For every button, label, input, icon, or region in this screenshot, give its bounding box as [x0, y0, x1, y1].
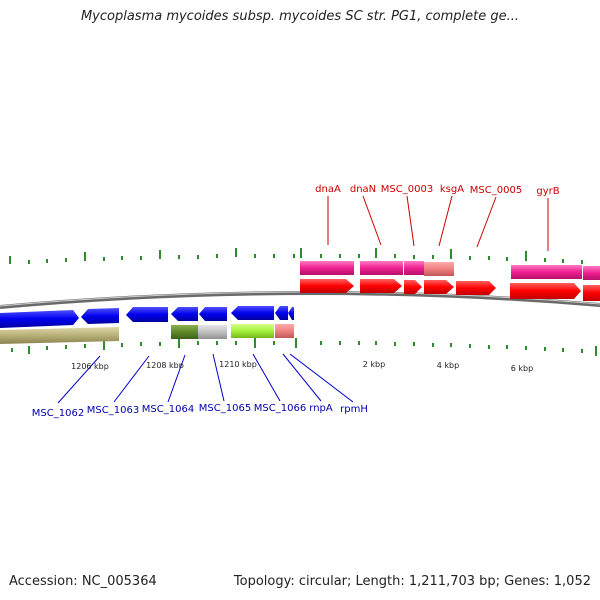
topology-text: Topology: circular; Length: 1,211,703 bp… [233, 574, 591, 589]
feature-bar [404, 261, 424, 275]
gene-label-rnpa: rnpA [309, 403, 333, 414]
gene-label-dnaN: dnaN [350, 184, 376, 195]
cds-arrow [171, 307, 198, 321]
forward-cds-arrows [300, 279, 600, 301]
upper-tick-row [9, 248, 583, 264]
top-gene-labels: dnaA dnaN MSC_0003 ksgA MSC_0005 gyrB [315, 184, 560, 251]
gene-label-msc-0005: MSC_0005 [470, 185, 522, 196]
lower-tick-row [11, 338, 597, 356]
feature-bar [583, 266, 600, 280]
cds-arrow [199, 307, 227, 321]
bottom-feature-bars [0, 324, 294, 344]
gene-label-msc-0003: MSC_0003 [381, 184, 433, 195]
scale-label-1208kbp: 1208 kbp [146, 361, 184, 370]
cds-arrow [583, 285, 600, 301]
feature-bar [231, 324, 274, 338]
cds-arrow [424, 280, 454, 294]
cds-arrow [0, 310, 79, 328]
cds-arrow [81, 308, 119, 324]
reverse-cds-arrows [0, 306, 294, 328]
gene-label-msc-1064: MSC_1064 [142, 404, 194, 415]
feature-bar [300, 261, 354, 275]
feature-bar [424, 262, 454, 276]
scale-label-1210kbp: 1210 kbp [219, 360, 257, 369]
cds-arrow [360, 279, 402, 293]
scale-label-1206kbp: 1206 kbp [71, 362, 109, 371]
feature-bar [275, 324, 294, 338]
gene-label-msc-1066: MSC_1066 [254, 403, 306, 414]
cds-arrow [510, 283, 581, 299]
gene-label-rpmh: rpmH [340, 404, 368, 415]
scale-label-4kbp: 4 kbp [437, 361, 459, 370]
cds-arrow [456, 281, 496, 295]
cds-arrow [126, 307, 168, 322]
cds-arrow [300, 279, 354, 293]
feature-bar [171, 325, 198, 339]
gene-label-ksga: ksgA [440, 184, 464, 195]
cds-arrow [231, 306, 274, 320]
gene-label-gyrb: gyrB [536, 186, 559, 197]
feature-bar [0, 327, 119, 344]
cds-arrow [275, 306, 288, 320]
feature-bar [511, 265, 582, 279]
bottom-gene-labels: MSC_1062 MSC_1063 MSC_1064 MSC_1065 MSC_… [32, 353, 368, 419]
scale-label-2kbp: 2 kbp [363, 360, 385, 369]
cds-arrow [288, 307, 294, 320]
scale-labels: 1206 kbp 1208 kbp 1210 kbp 2 kbp 4 kbp 6… [71, 360, 533, 373]
feature-bar [198, 325, 227, 339]
genome-backbone [0, 290, 600, 309]
gene-label-dnaA: dnaA [315, 184, 341, 195]
accession-text: Accession: NC_005364 [9, 574, 157, 589]
feature-bar [360, 261, 403, 275]
top-feature-bars [300, 261, 600, 280]
gene-label-msc-1065: MSC_1065 [199, 403, 251, 414]
scale-label-6kbp: 6 kbp [511, 364, 533, 373]
map-title: Mycoplasma mycoides subsp. mycoides SC s… [80, 9, 520, 24]
gene-label-msc-1063: MSC_1063 [87, 405, 139, 416]
cds-arrow [404, 280, 422, 294]
gene-label-msc-1062: MSC_1062 [32, 408, 84, 419]
